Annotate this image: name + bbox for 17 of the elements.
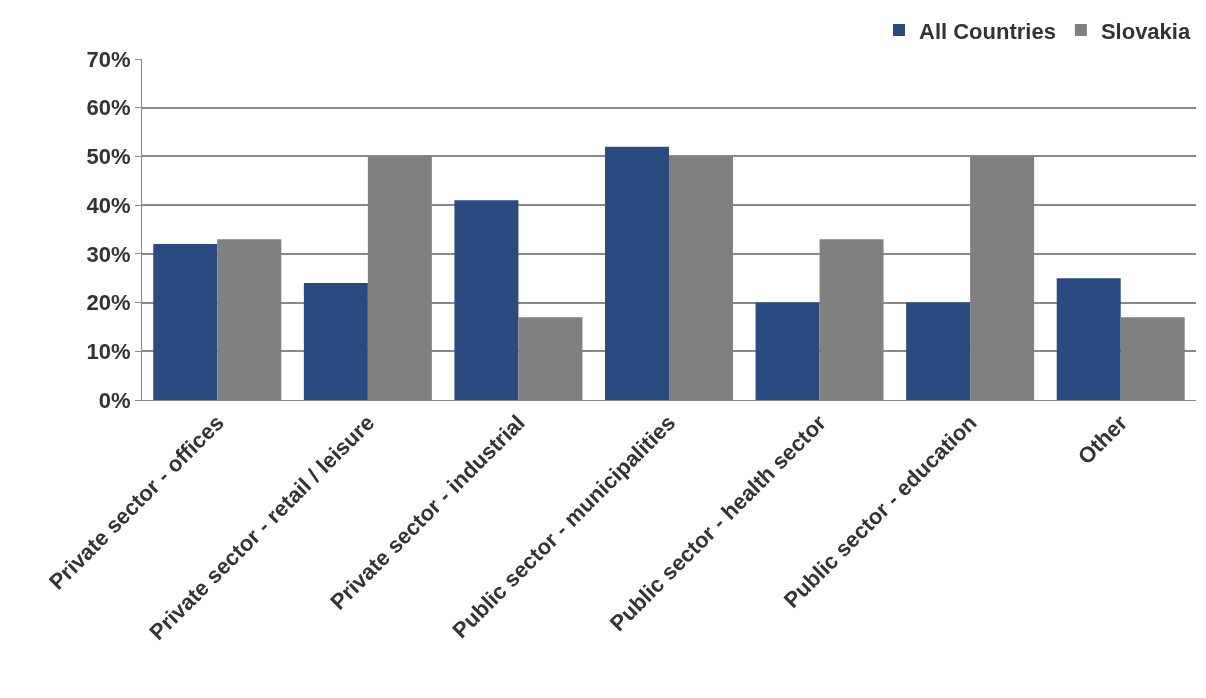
y-tick-label: 50%	[86, 144, 131, 170]
bar	[906, 302, 971, 400]
y-tick-label: 0%	[98, 387, 131, 413]
bar	[605, 146, 669, 400]
y-tick-label: 30%	[86, 241, 131, 267]
y-tick-label: 40%	[86, 192, 131, 218]
y-tick-label: 10%	[86, 338, 131, 364]
legend-label: Slovakia	[1100, 18, 1191, 44]
bar	[1056, 278, 1121, 400]
bar	[454, 200, 519, 400]
y-tick-label: 20%	[86, 290, 131, 316]
bar	[303, 283, 368, 400]
y-tick-label: 60%	[86, 95, 131, 121]
bar	[153, 244, 218, 400]
y-tick-label: 70%	[86, 46, 131, 72]
legend-label: All Countries	[919, 18, 1056, 44]
bar	[755, 302, 820, 400]
